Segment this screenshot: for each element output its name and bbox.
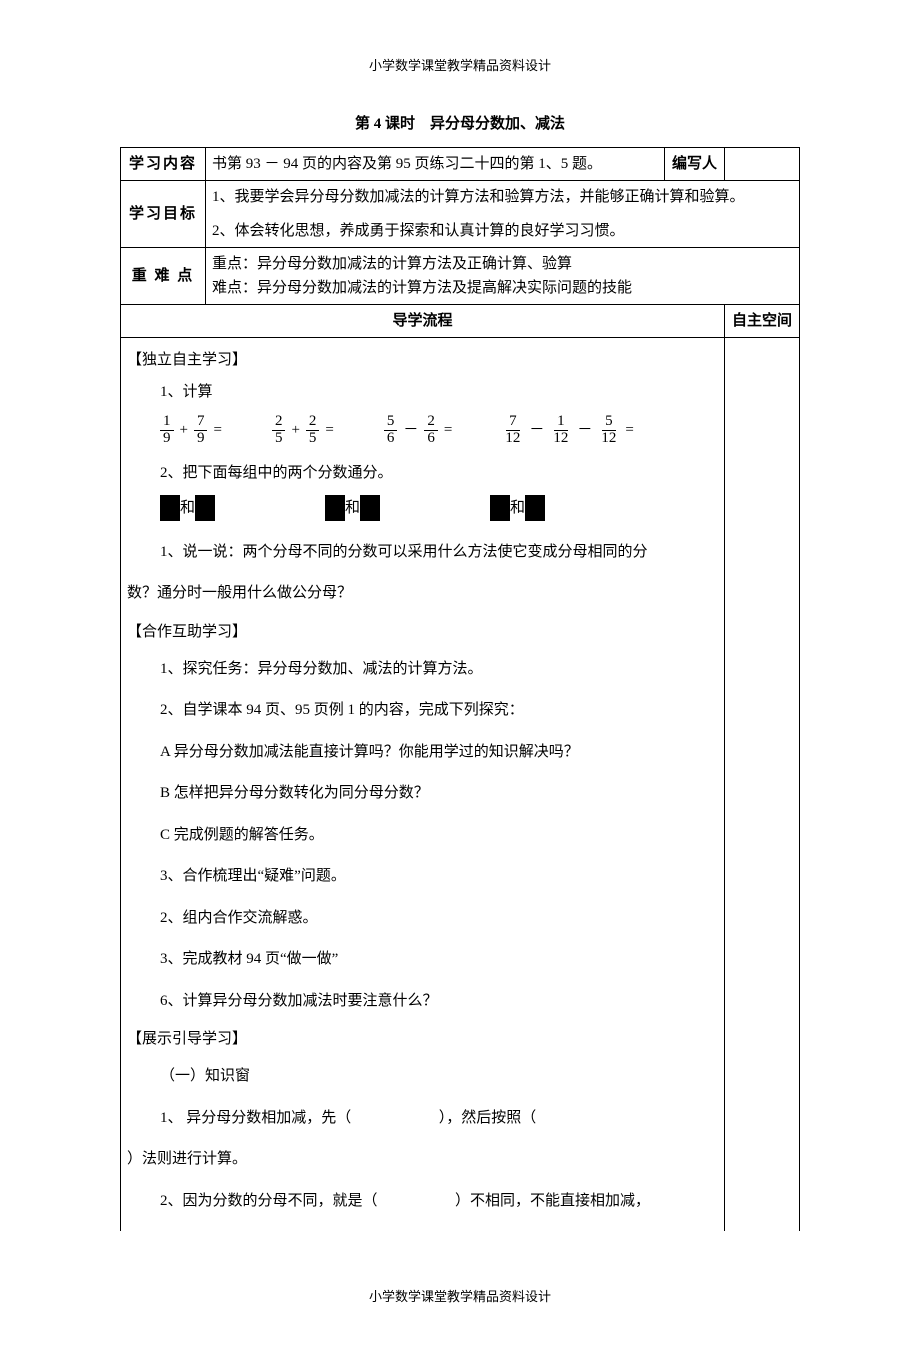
main-table: 学习内容 书第 93 － 94 页的内容及第 95 页练习二十四的第 1、5 题… [120, 147, 800, 1231]
s1-item2: 2、把下面每组中的两个分数通分。 [127, 461, 718, 485]
and-word: 和 [345, 496, 360, 520]
row-keypoint: 重 难 点 重点：异分母分数加减法的计算方法及正确计算、验算 难点：异分母分数加… [121, 248, 800, 305]
page-footer: 小学数学课堂教学精品资料设计 [120, 1286, 800, 1305]
page-header: 小学数学课堂教学精品资料设计 [120, 55, 800, 74]
s2-6: 6、计算异分母分数加减法时要注意什么？ [127, 986, 718, 1018]
row-study-goal: 学习目标 1、我要学会异分母分数加减法的计算方法和验算方法，并能够正确计算和验算… [121, 181, 800, 248]
s2-B: B 怎样把异分母分数转化为同分母分数？ [127, 778, 718, 810]
s2-C: C 完成例题的解答任务。 [127, 820, 718, 852]
s2-A: A 异分母分数加减法能直接计算吗？你能用学过的知识解决吗？ [127, 737, 718, 769]
frac-expr-2: 25 + 25 = [272, 414, 336, 447]
side-blank [725, 338, 800, 1232]
section-3-head: 【展示引导学习】 [127, 1027, 718, 1051]
side-head: 自主空间 [725, 305, 800, 338]
label-keypoint: 重 难 点 [121, 248, 206, 305]
black-box-icon [160, 495, 180, 521]
s3-1c: ）法则进行计算。 [127, 1144, 718, 1176]
keypoint-line-2: 难点：异分母分数加减法的计算方法及提高解决实际问题的技能 [212, 276, 793, 300]
black-box-icon [360, 495, 380, 521]
s2-4: 2、组内合作交流解惑。 [127, 903, 718, 935]
s3-sub: （一）知识窗 [127, 1061, 718, 1093]
black-box-icon [325, 495, 345, 521]
s3-2: 2、因为分数的分母不同，就是（ ）不相同，不能直接相加减， [127, 1186, 718, 1218]
row-flow-head: 导学流程 自主空间 [121, 305, 800, 338]
tongfen-pair-2: 和 [325, 495, 380, 521]
page: 小学数学课堂教学精品资料设计 第 4 课时 异分母分数加、减法 学习内容 书第 … [0, 0, 920, 1355]
frac-expr-4: 712 － 112 － 512 = [502, 414, 636, 447]
label-study-goal: 学习目标 [121, 181, 206, 248]
s2-2: 2、自学课本 94 页、95 页例 1 的内容，完成下列探究： [127, 695, 718, 727]
and-word: 和 [510, 496, 525, 520]
s1-item1: 1、计算 [127, 380, 718, 404]
content-cell: 【独立自主学习】 1、计算 19 + 79 = 25 + 25 = [121, 338, 725, 1232]
s2-5: 3、完成教材 94 页“做一做” [127, 944, 718, 976]
goal-line-2: 2、体会转化思想，养成勇于探索和认真计算的良好学习习惯。 [212, 219, 793, 243]
label-writer: 编写人 [665, 148, 725, 181]
s1-item3b: 数？通分时一般用什么做公分母？ [127, 578, 718, 610]
s1-item3: 1、说一说：两个分母不同的分数可以采用什么方法使它变成分母相同的分 [127, 537, 718, 569]
text-study-goal: 1、我要学会异分母分数加减法的计算方法和验算方法，并能够正确计算和验算。 2、体… [206, 181, 800, 248]
fraction-row: 19 + 79 = 25 + 25 = 56 － 26 [127, 414, 718, 447]
writer-blank [725, 148, 800, 181]
row-content: 【独立自主学习】 1、计算 19 + 79 = 25 + 25 = [121, 338, 800, 1232]
flow-head: 导学流程 [121, 305, 725, 338]
section-2-head: 【合作互助学习】 [127, 620, 718, 644]
frac-expr-3: 56 － 26 = [384, 414, 454, 447]
black-box-icon [490, 495, 510, 521]
keypoint-line-1: 重点：异分母分数加减法的计算方法及正确计算、验算 [212, 252, 793, 276]
black-box-icon [525, 495, 545, 521]
tongfen-pair-3: 和 [490, 495, 545, 521]
s2-1: 1、探究任务：异分母分数加、减法的计算方法。 [127, 654, 718, 686]
black-box-icon [195, 495, 215, 521]
row-study-content: 学习内容 书第 93 － 94 页的内容及第 95 页练习二十四的第 1、5 题… [121, 148, 800, 181]
lesson-title: 第 4 课时 异分母分数加、减法 [120, 112, 800, 133]
frac-expr-1: 19 + 79 = [160, 414, 224, 447]
goal-line-1: 1、我要学会异分母分数加减法的计算方法和验算方法，并能够正确计算和验算。 [212, 185, 793, 209]
label-study-content: 学习内容 [121, 148, 206, 181]
section-1-head: 【独立自主学习】 [127, 348, 718, 372]
s2-3: 3、合作梳理出“疑难”问题。 [127, 861, 718, 893]
and-word: 和 [180, 496, 195, 520]
tongfen-pair-1: 和 [160, 495, 215, 521]
s3-1: 1、 异分母分数相加减，先（ ），然后按照（ [127, 1103, 718, 1135]
tongfen-row: 和 和 和 [127, 495, 718, 521]
text-study-content: 书第 93 － 94 页的内容及第 95 页练习二十四的第 1、5 题。 [206, 148, 665, 181]
text-keypoint: 重点：异分母分数加减法的计算方法及正确计算、验算 难点：异分母分数加减法的计算方… [206, 248, 800, 305]
